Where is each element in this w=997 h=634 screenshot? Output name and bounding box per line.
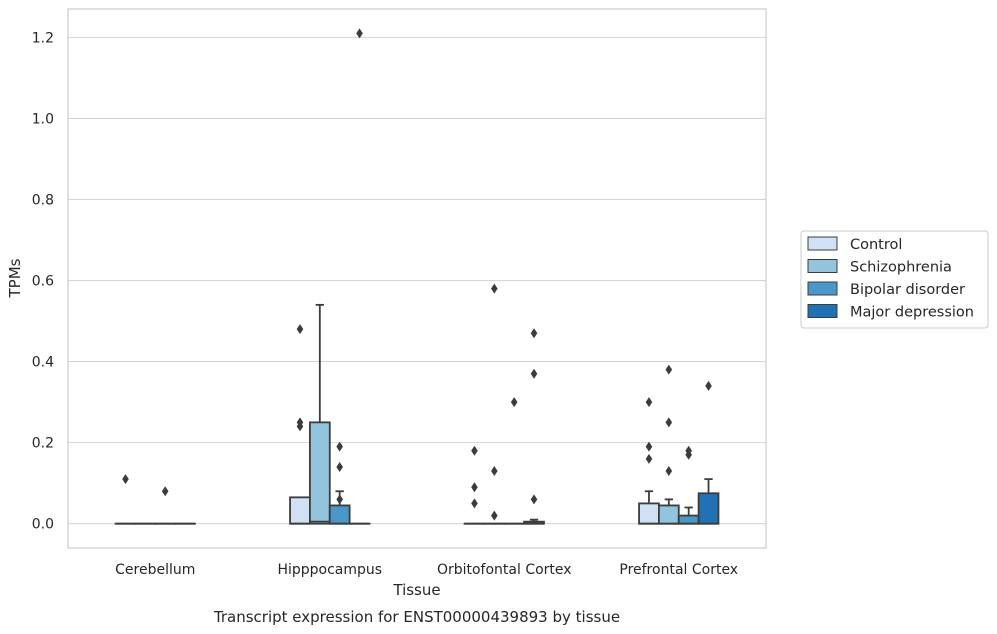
outlier-point [530, 494, 538, 505]
outlier-point [665, 364, 673, 375]
y-tick-label: 0.4 [32, 355, 54, 371]
legend-label: Control [850, 237, 902, 253]
y-tick-labels: 0.0 0.2 0.4 0.6 0.8 1.0 1.2 [32, 30, 54, 532]
box [658, 504, 680, 525]
outlier-point [530, 368, 538, 379]
box [289, 496, 311, 525]
legend-swatch [807, 304, 838, 318]
x-axis-title: Tissue [392, 581, 440, 599]
legend-swatch [807, 259, 838, 273]
x-tick-label: Prefrontal Cortex [619, 562, 738, 578]
y-tick-label: 1.0 [32, 111, 54, 127]
box [697, 492, 720, 525]
outlier-point [645, 453, 653, 464]
outlier-point [705, 380, 712, 391]
x-tick-labels: Cerebellum Hipppocampus Orbitofontal Corte… [115, 562, 738, 578]
grid-lines [68, 36, 766, 525]
outlier-point [296, 417, 304, 428]
series-major-depression [174, 28, 720, 525]
outlier-point [336, 441, 343, 452]
outlier-point [665, 417, 673, 428]
legend: Control Schizophrenia Bipolar disorder Majo… [800, 230, 989, 329]
outlier-point [122, 474, 129, 485]
outlier-point [530, 328, 538, 339]
y-tick-label: 0.2 [32, 436, 54, 452]
box [309, 421, 331, 525]
outlier-point [161, 486, 169, 497]
axes-frame [67, 8, 767, 549]
plot-area [114, 28, 720, 525]
outlier-point [645, 397, 653, 408]
box [328, 504, 351, 525]
y-tick-label: 0.6 [32, 274, 54, 290]
legend-frame [800, 230, 989, 329]
outlier-point [645, 441, 653, 452]
outlier-point [491, 466, 498, 476]
y-axis-title: TPMs [6, 258, 24, 298]
series-schizophrenia [134, 283, 680, 525]
series-bipolar-disorder [154, 397, 700, 525]
legend-label: Schizophrenia [850, 260, 952, 276]
y-tick-label: 0.8 [32, 192, 54, 208]
x-tick-label: Cerebellum [115, 562, 195, 578]
box [677, 514, 700, 525]
outlier-point [296, 324, 304, 335]
outlier-point [665, 466, 673, 476]
outlier-point [685, 445, 692, 456]
legend-label: Major depression [850, 305, 974, 321]
outlier-point [471, 482, 478, 493]
outlier-point [356, 28, 363, 39]
outlier-point [336, 461, 343, 472]
outlier-point [491, 510, 498, 521]
legend-swatch [807, 236, 838, 251]
chart-caption: Transcript expression for ENST0000043989… [213, 608, 620, 626]
outlier-point [471, 498, 478, 509]
y-tick-label: 1.2 [32, 30, 54, 46]
x-tick-label: Hipppocampus [277, 562, 382, 578]
y-tick-label: 0.0 [32, 517, 54, 533]
outlier-point [336, 494, 343, 505]
series-control [114, 324, 660, 525]
outlier-point [510, 397, 518, 408]
x-tick-label: Orbitofontal Cortex [437, 562, 572, 578]
box [638, 502, 660, 525]
outlier-point [471, 445, 478, 456]
legend-label: Bipolar disorder [850, 282, 965, 298]
legend-swatch [807, 281, 838, 296]
outlier-point [491, 283, 498, 294]
